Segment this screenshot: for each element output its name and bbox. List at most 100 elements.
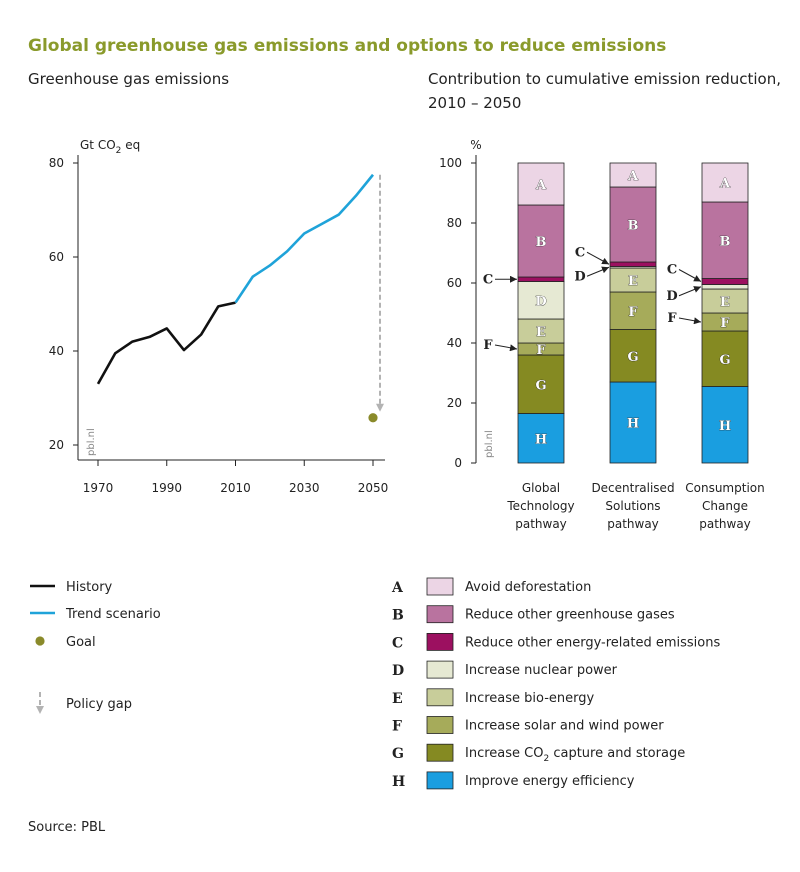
bar-category-label: Consumption (685, 481, 764, 495)
bar-segment-d (517, 281, 565, 320)
callout-label-d: D (666, 289, 677, 304)
bar-segment-g (517, 354, 565, 414)
bar-segment-label: E (536, 325, 546, 340)
source-note: Source: PBL (28, 820, 106, 835)
bar-segment-label: G (535, 378, 546, 393)
legend-history-label: History (66, 580, 113, 595)
line-watermark: pbl.nl (86, 428, 97, 456)
bar-segment-e (701, 288, 749, 314)
bar-y-tick-label: 0 (454, 456, 462, 470)
bar-segment-g (701, 330, 749, 387)
callout-arrow (678, 269, 702, 282)
bar-segment-d (701, 284, 749, 290)
bar-segment-label: D (535, 294, 546, 309)
legend-key-a: A (391, 580, 404, 596)
legend-swatch-c (426, 633, 454, 651)
main-title: Global greenhouse gas emissions and opti… (28, 36, 667, 56)
legend-key-d: D (392, 663, 404, 679)
callout-arrow (494, 344, 518, 352)
bar-segment-a (609, 162, 657, 188)
callout-label-c: C (575, 245, 585, 260)
bar-segment-label: A (627, 169, 639, 184)
legend-label-f: Increase solar and wind power (465, 719, 664, 734)
legend-policy-gap-label: Policy gap (66, 697, 132, 712)
bar-segment-e (517, 318, 565, 344)
bar-category-label: Technology (506, 499, 574, 513)
line-x-tick-label: 2030 (289, 481, 320, 495)
legend-goal-swatch (35, 636, 45, 646)
bar-segment-g (609, 329, 657, 383)
line-y-axis-label: Gt CO2 eq (80, 138, 140, 156)
line-y-tick-label: 40 (49, 344, 64, 358)
legend-key-f: F (392, 719, 402, 735)
bar-y-tick-label: 40 (447, 336, 462, 350)
line-y-tick-label: 20 (49, 438, 64, 452)
bar-segment-label: F (628, 305, 638, 320)
legend-key-b: B (392, 608, 404, 624)
bar-category-label: pathway (515, 517, 567, 531)
bar-category-label: Solutions (605, 499, 660, 513)
legend-label-b: Reduce other greenhouse gases (465, 608, 675, 623)
callout-arrow (586, 251, 610, 265)
line-series-history (96, 301, 236, 385)
legend-swatch-h (426, 771, 454, 790)
legend-swatch-e (426, 688, 454, 707)
callout-arrow (678, 286, 702, 297)
bar-segment-h (609, 381, 657, 464)
line-y-tick-label: 60 (49, 250, 64, 264)
bar-segment-label: A (719, 177, 731, 192)
bar-category-label: Global (522, 481, 560, 495)
bar-category-label: pathway (607, 517, 659, 531)
legend-swatch-a (426, 577, 454, 596)
callout-label-c: C (483, 272, 493, 287)
line-x-tick-label: 2010 (220, 481, 251, 495)
bar-segment-a (701, 162, 749, 203)
legend-label-a: Avoid deforestation (465, 580, 591, 595)
bar-segment-label: H (535, 432, 547, 447)
bar-segment-b (609, 186, 657, 263)
bar-segment-label: F (536, 343, 546, 358)
legend-key-h: H (392, 774, 405, 790)
bar-segment-a (517, 162, 565, 206)
legend-key-c: C (392, 635, 403, 651)
bar-segment-label: G (719, 353, 730, 368)
bar-y-tick-label: 60 (447, 276, 462, 290)
callout-label-f: F (483, 338, 493, 353)
goal-point (368, 413, 378, 423)
bar-segment-c (609, 261, 657, 267)
line-x-tick-label: 1970 (83, 481, 114, 495)
legend-key-g: G (392, 746, 404, 762)
bar-segment-h (701, 386, 749, 464)
legend-swatch-d (426, 660, 454, 679)
legend-label-d: Increase nuclear power (465, 663, 618, 678)
callout-arrow (678, 317, 702, 325)
legend-label-c: Reduce other energy-related emissions (465, 635, 720, 650)
bar-segment-label: B (720, 234, 731, 249)
legend-label-g: Increase CO2 capture and storage (465, 746, 685, 764)
right-chart-subtitle-line2: 2010 – 2050 (428, 94, 522, 112)
bar-segment-c (701, 278, 749, 285)
bar-segment-label: H (719, 419, 731, 434)
callout-label-d: D (574, 269, 585, 284)
bar-segment-b (517, 204, 565, 278)
bar-segment-label: G (627, 350, 638, 365)
callout-label-c: C (667, 263, 677, 278)
bar-category-label: Decentralised (591, 481, 674, 495)
legend-label-e: Increase bio-energy (465, 691, 595, 706)
legend-goal-label: Goal (66, 635, 96, 650)
legend-swatch-b (426, 605, 454, 624)
right-chart-subtitle-line1: Contribution to cumulative emission redu… (428, 70, 781, 88)
bar-segment-label: E (720, 295, 730, 310)
legend-swatch-f (426, 716, 454, 734)
bar-category-label: pathway (699, 517, 751, 531)
line-x-tick-label: 1990 (151, 481, 182, 495)
bar-segment-label: A (535, 178, 547, 193)
left-chart-subtitle: Greenhouse gas emissions (28, 70, 230, 88)
bar-y-tick-label: 100 (439, 156, 462, 170)
bar-segment-label: H (627, 417, 639, 432)
bar-y-axis-label: % (470, 138, 481, 152)
bar-y-tick-label: 20 (447, 396, 462, 410)
bar-category-label: Change (702, 499, 748, 513)
legend-swatch-g (426, 743, 454, 762)
